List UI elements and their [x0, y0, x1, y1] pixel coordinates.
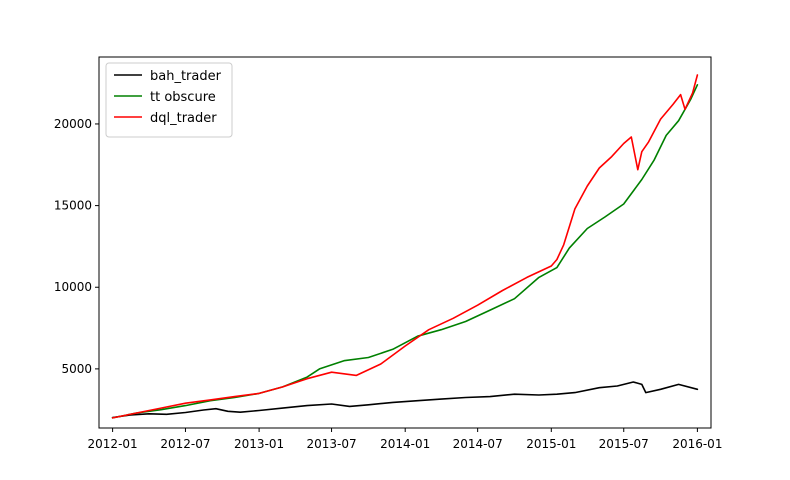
- x-tick-label: 2016-01: [672, 437, 722, 451]
- series-line-dql-trader: [111, 74, 699, 419]
- x-tick-label: 2015-01: [526, 437, 576, 451]
- y-tick-label: 15000: [54, 199, 92, 213]
- legend-label: tt obscure: [150, 90, 216, 105]
- y-axis: 5000 10000 15000 20000: [54, 117, 99, 376]
- x-tick-label: 2013-01: [234, 437, 284, 451]
- legend-box: [105, 62, 233, 138]
- y-tick-label: 5000: [61, 362, 92, 376]
- series-layer: [111, 74, 699, 419]
- x-axis: 2012-01 2012-07 2013-01 2013-07 2014-01 2014-…: [88, 428, 722, 451]
- legend-label: dql_trader: [150, 111, 217, 126]
- x-tick-label: 2013-07: [306, 437, 356, 451]
- y-tick-label: 10000: [54, 280, 92, 294]
- x-tick-label: 2014-07: [453, 437, 503, 451]
- x-tick-label: 2015-07: [599, 437, 649, 451]
- x-tick-label: 2012-07: [160, 437, 210, 451]
- y-tick-label: 20000: [54, 117, 92, 131]
- series-line-bah-trader: [111, 381, 699, 419]
- series-line-tt-obscure: [111, 84, 699, 419]
- x-tick-label: 2014-01: [380, 437, 430, 451]
- legend-label: bah_trader: [150, 69, 222, 84]
- x-tick-label: 2012-01: [88, 437, 138, 451]
